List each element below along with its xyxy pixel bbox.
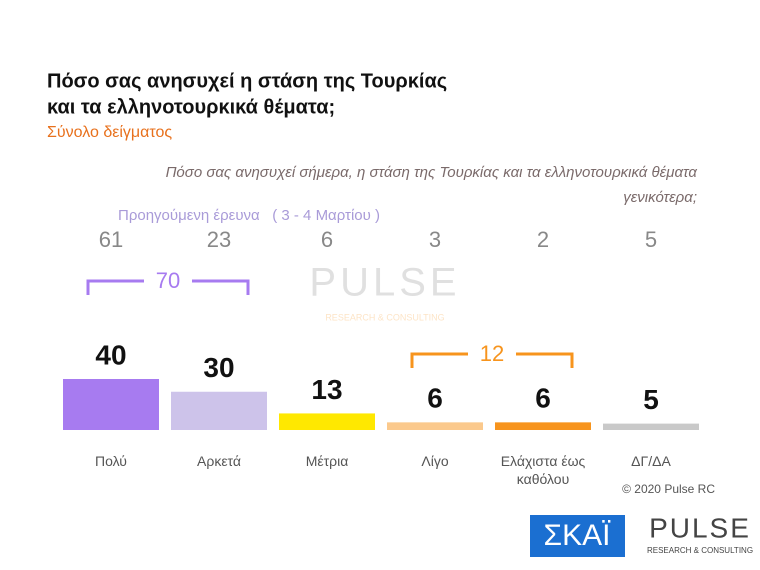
watermark-tagline: RESEARCH & CONSULTING [325, 312, 444, 322]
skai-logo-text: ΣΚΑΪ [544, 519, 612, 552]
question: γενικότερα; [623, 189, 697, 206]
data-label: 5 [643, 384, 659, 415]
data-label: 30 [203, 352, 234, 383]
copyright: © 2020 Pulse RC [622, 482, 715, 496]
x-tick-label: Αρκετά [197, 453, 241, 469]
group-label: 12 [480, 341, 504, 366]
chart-title: και τα ελληνοτουρκικά θέματα; [47, 96, 335, 118]
question: Πόσο σας ανησυχεί σήμερα, η στάση της Το… [166, 164, 698, 181]
x-tick-label: Λίγο [421, 453, 449, 469]
previous-label: Προηγούμενη έρευνα ( 3 - 4 Μαρτίου ) [118, 207, 380, 224]
previous-value: 5 [645, 227, 657, 252]
subtitle: Σύνολο δείγματος [47, 124, 172, 141]
bar [279, 413, 375, 430]
bracket [410, 352, 574, 368]
bracket [86, 279, 250, 295]
data-label: 6 [535, 383, 551, 414]
data-label: 6 [427, 383, 443, 414]
previous-value: 6 [321, 227, 333, 252]
x-tick-label: Μέτρια [305, 453, 349, 469]
previous-value: 23 [207, 227, 231, 252]
pulse-logo: PULSE [649, 512, 751, 543]
previous-value: 2 [537, 227, 549, 252]
bar [603, 423, 699, 430]
pulse-tagline: RESEARCH & CONSULTING [647, 546, 753, 555]
x-tick-label: Πολύ [95, 453, 127, 469]
x-tick-label: ΔΓ/ΔΑ [631, 453, 671, 469]
previous-value: 3 [429, 227, 441, 252]
bar [387, 422, 483, 430]
x-tick-label: Ελάχιστα έως καθόλου [500, 453, 586, 487]
chart-title: Πόσο σας ανησυχεί η στάση της Τουρκίας [47, 70, 447, 92]
bar [495, 422, 591, 430]
bar [171, 391, 267, 430]
previous-value: 61 [99, 227, 123, 252]
watermark-text: PULSE [309, 261, 460, 305]
bar [63, 379, 159, 430]
data-label: 13 [311, 374, 342, 405]
group-label: 70 [156, 268, 180, 293]
watermark: PULSE RESEARCH & CONSULTING [309, 261, 460, 323]
skai-logo [530, 515, 625, 557]
data-label: 40 [95, 339, 126, 370]
